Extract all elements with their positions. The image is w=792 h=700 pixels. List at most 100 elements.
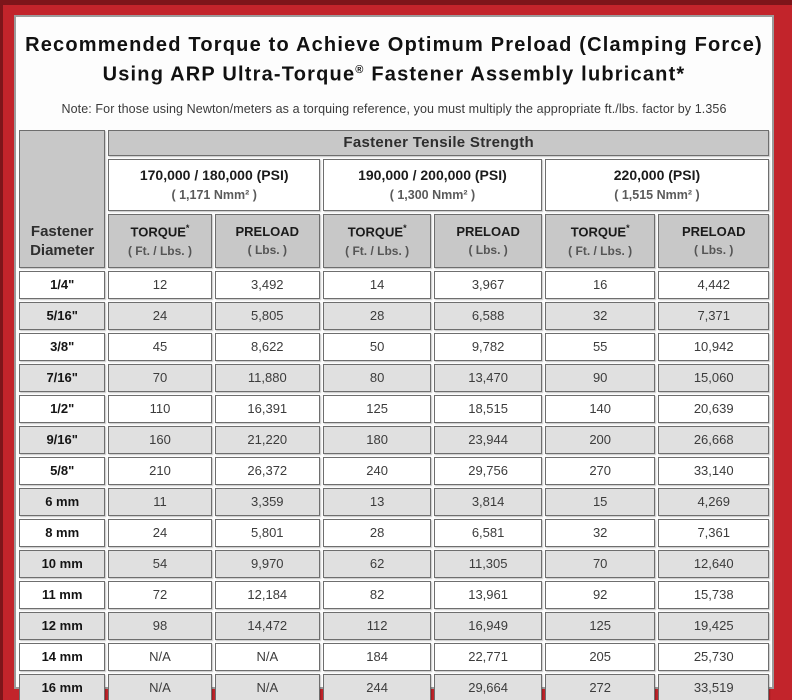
preload-value-cell: 18,515 — [434, 394, 542, 423]
row-header-diameter: 11 mm — [19, 580, 106, 609]
torque-value-cell: 28 — [322, 301, 432, 330]
torque-value-cell: 11 — [108, 487, 212, 516]
torque-value-cell: 55 — [544, 332, 656, 361]
row-header-diameter: 1/2" — [19, 394, 106, 423]
preload-value-cell: 22,771 — [434, 642, 542, 671]
torque-value-cell: 205 — [544, 642, 656, 671]
preload-header-cell: PRELOAD ( Lbs. ) — [434, 213, 542, 268]
row-header-diameter: 10 mm — [19, 549, 106, 578]
torque-label: TORQUE — [570, 224, 627, 240]
preload-value-cell: 23,944 — [434, 425, 542, 454]
torque-header-cell: TORQUE* ( Ft. / Lbs. ) — [108, 213, 212, 268]
torque-value-cell: 82 — [322, 580, 432, 609]
corner-header-line1: Fastener — [30, 222, 94, 240]
table-row: 3/8" 45 8,622 50 9,782 55 10,942 — [19, 332, 769, 361]
psi-header-row: 170,000 / 180,000 (PSI) ( 1,171 Nmm² ) 1… — [19, 158, 769, 211]
preload-header-cell: PRELOAD ( Lbs. ) — [214, 213, 320, 268]
torque-value-cell: 15 — [544, 487, 656, 516]
table-row: 5/16" 24 5,805 28 6,588 32 7,371 — [19, 301, 769, 330]
row-header-diameter: 12 mm — [19, 611, 106, 640]
torque-value-cell: 160 — [108, 425, 212, 454]
torque-value-cell: 16 — [544, 270, 656, 299]
torque-value-cell: 125 — [544, 611, 656, 640]
nmm-value: ( 1,300 Nmm² ) — [389, 188, 476, 203]
table-row: 16 mm N/A N/A 244 29,664 272 33,519 — [19, 673, 769, 700]
torque-value-cell: 80 — [322, 363, 432, 392]
torque-label: TORQUE — [130, 224, 186, 240]
table-body: 1/4" 12 3,492 14 3,967 16 4,442 5/16" 24 5,805 28 6… — [19, 270, 769, 700]
note-text: Note: For those using Newton/meters as a… — [61, 101, 727, 116]
torque-value-cell: 32 — [544, 301, 656, 330]
preload-value-cell: 19,425 — [658, 611, 769, 640]
torque-unit-label: ( Ft. / Lbs. ) — [568, 243, 633, 258]
preload-label: PRELOAD — [456, 224, 520, 240]
torque-asterisk: * — [403, 223, 407, 234]
page-title-line1: Recommended Torque to Achieve Optimum Pr… — [25, 34, 763, 56]
preload-value-cell: 3,814 — [434, 487, 542, 516]
preload-value-cell: 13,961 — [434, 580, 542, 609]
title-block: Recommended Torque to Achieve Optimum Pr… — [16, 17, 772, 116]
torque-value-cell: 14 — [322, 270, 432, 299]
table-row: 1/4" 12 3,492 14 3,967 16 4,442 — [19, 270, 769, 299]
torque-value-cell: 28 — [322, 518, 432, 547]
preload-value-cell: 33,140 — [658, 456, 769, 485]
torque-unit-label: ( Ft. / Lbs. ) — [345, 243, 410, 258]
corner-header-fastener-diameter: Fastener Diameter — [19, 129, 106, 268]
torque-value-cell: 24 — [108, 301, 212, 330]
psi-value: 190,000 / 200,000 (PSI) — [358, 167, 507, 184]
preload-value-cell: 25,730 — [658, 642, 769, 671]
preload-value-cell: 15,060 — [658, 363, 769, 392]
preload-header-cell: PRELOAD ( Lbs. ) — [658, 213, 769, 268]
corner-header-line2: Diameter — [30, 241, 95, 259]
preload-value-cell: 12,640 — [658, 549, 769, 578]
preload-value-cell: 29,756 — [434, 456, 542, 485]
torque-label: TORQUE — [347, 224, 404, 240]
row-header-diameter: 1/4" — [19, 270, 106, 299]
torque-header-cell: TORQUE* ( Ft. / Lbs. ) — [322, 213, 432, 268]
torque-value-cell: 62 — [322, 549, 432, 578]
psi-header-220: 220,000 (PSI) ( 1,515 Nmm² ) — [544, 158, 769, 211]
row-header-diameter: 3/8" — [19, 332, 106, 361]
torque-value-cell: 92 — [544, 580, 656, 609]
torque-header-cell: TORQUE* ( Ft. / Lbs. ) — [544, 213, 656, 268]
preload-value-cell: 11,305 — [434, 549, 542, 578]
torque-value-cell: 125 — [322, 394, 432, 423]
row-header-diameter: 8 mm — [19, 518, 106, 547]
page-title-line2: Using ARP Ultra-Torque® Fastener Assembl… — [16, 58, 772, 88]
row-header-diameter: 7/16" — [19, 363, 106, 392]
preload-unit-label: ( Lbs. ) — [694, 243, 734, 258]
torque-value-cell: 200 — [544, 425, 656, 454]
preload-value-cell: N/A — [214, 642, 320, 671]
torque-value-cell: 70 — [108, 363, 212, 392]
torque-value-cell: 270 — [544, 456, 656, 485]
row-header-diameter: 5/16" — [19, 301, 106, 330]
preload-value-cell: 20,639 — [658, 394, 769, 423]
torque-value-cell: 13 — [322, 487, 432, 516]
content-panel: Recommended Torque to Achieve Optimum Pr… — [14, 15, 774, 700]
preload-value-cell: 6,588 — [434, 301, 542, 330]
torque-value-cell: 54 — [108, 549, 212, 578]
torque-value-cell: N/A — [108, 642, 212, 671]
preload-value-cell: 8,622 — [214, 332, 320, 361]
title-rest-text: Fastener Assembly lubricant* — [364, 63, 686, 86]
preload-value-cell: 4,269 — [658, 487, 769, 516]
nmm-value: ( 1,171 Nmm² ) — [171, 188, 257, 203]
torque-value-cell: 70 — [544, 549, 656, 578]
torque-asterisk: * — [185, 223, 190, 234]
torque-value-cell: 210 — [108, 456, 212, 485]
table-row: 8 mm 24 5,801 28 6,581 32 7,361 — [19, 518, 769, 547]
preload-value-cell: 9,970 — [214, 549, 320, 578]
row-header-diameter: 6 mm — [19, 487, 106, 516]
psi-value: 220,000 (PSI) — [613, 167, 701, 184]
preload-value-cell: 4,442 — [658, 270, 769, 299]
preload-value-cell: 21,220 — [214, 425, 320, 454]
title-brand-text: Using ARP Ultra-Torque — [102, 63, 356, 86]
torque-value-cell: 45 — [108, 332, 212, 361]
row-header-diameter: 9/16" — [19, 425, 106, 454]
preload-value-cell: 11,880 — [214, 363, 320, 392]
row-header-diameter: 16 mm — [19, 673, 106, 700]
preload-value-cell: N/A — [214, 673, 320, 700]
psi-value: 170,000 / 180,000 (PSI) — [139, 167, 289, 184]
preload-label: PRELOAD — [681, 224, 746, 240]
